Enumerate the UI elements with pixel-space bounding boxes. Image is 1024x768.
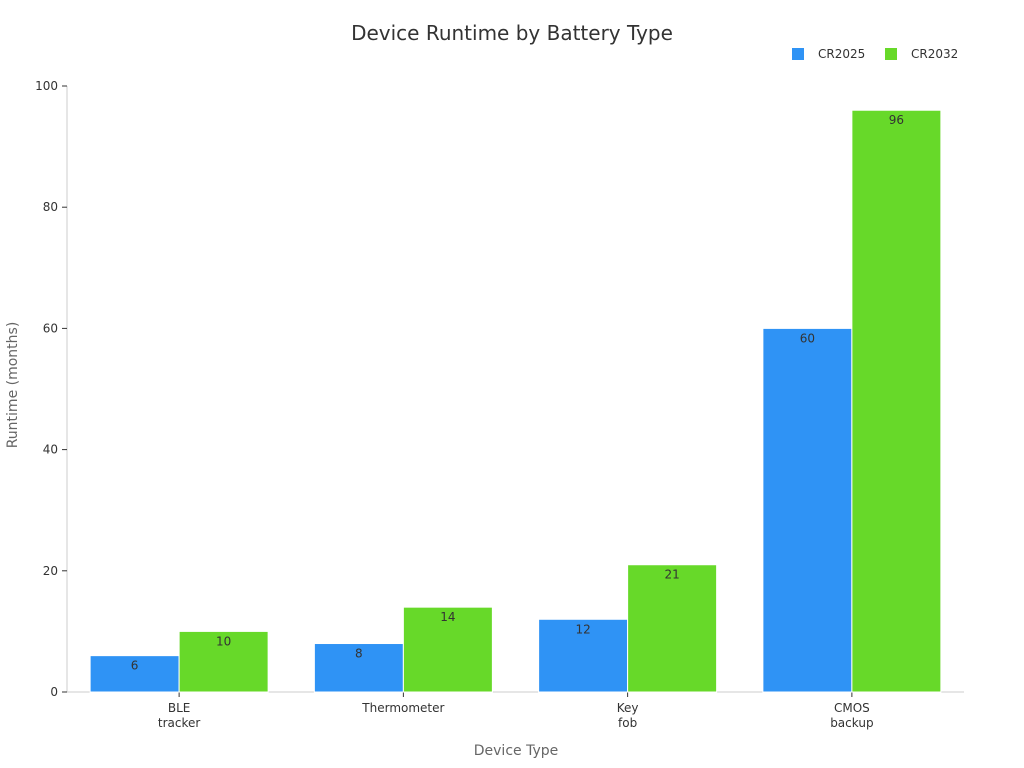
y-axis: 0 20 40 60 80 100 bbox=[35, 79, 68, 699]
data-labels: 6 8 12 60 10 14 21 96 bbox=[131, 113, 904, 672]
data-label: 21 bbox=[664, 568, 679, 582]
y-tick-label: 20 bbox=[43, 564, 58, 578]
data-label: 10 bbox=[216, 634, 231, 648]
chart-title: Device Runtime by Battery Type bbox=[351, 21, 673, 45]
bar-cr2032-3 bbox=[851, 109, 942, 693]
legend: CR2025 CR2032 bbox=[792, 47, 958, 61]
bar-cr2025-0 bbox=[89, 655, 180, 693]
y-tick-label: 40 bbox=[43, 443, 58, 457]
x-tick-label-line: BLE bbox=[168, 701, 191, 715]
data-label: 12 bbox=[575, 622, 590, 636]
y-tick-label: 60 bbox=[43, 321, 58, 335]
x-tick-label: CMOS backup bbox=[830, 701, 873, 730]
x-axis: BLE tracker Thermometer Key fob CMOS backup bbox=[67, 691, 964, 730]
data-label: 14 bbox=[440, 610, 455, 624]
x-tick-label-line: Thermometer bbox=[361, 701, 444, 715]
x-tick-label-line: fob bbox=[618, 716, 637, 730]
bar-cr2032-2 bbox=[627, 564, 718, 693]
data-label: 8 bbox=[355, 647, 363, 661]
legend-label-cr2025: CR2025 bbox=[818, 47, 865, 61]
bar-cr2032-0 bbox=[178, 630, 269, 693]
legend-label-cr2032: CR2032 bbox=[911, 47, 958, 61]
y-axis-title: Runtime (months) bbox=[5, 322, 21, 449]
x-tick-label: Thermometer bbox=[361, 701, 444, 715]
x-tick-label: Key fob bbox=[617, 701, 639, 730]
y-tick-label: 80 bbox=[43, 200, 58, 214]
bars bbox=[89, 109, 942, 693]
data-label: 96 bbox=[889, 113, 904, 127]
x-tick-label-line: backup bbox=[830, 716, 873, 730]
legend-swatch-cr2032 bbox=[885, 48, 897, 60]
data-label: 60 bbox=[800, 331, 815, 345]
y-tick-label: 0 bbox=[50, 685, 58, 699]
x-tick-label: BLE tracker bbox=[158, 701, 200, 730]
x-axis-title: Device Type bbox=[474, 743, 559, 759]
bar-cr2032-1 bbox=[402, 606, 493, 693]
x-tick-label-line: tracker bbox=[158, 716, 200, 730]
bar-cr2025-1 bbox=[313, 643, 404, 693]
bar-cr2025-2 bbox=[538, 618, 629, 693]
x-tick-label-line: CMOS bbox=[834, 701, 870, 715]
data-label: 6 bbox=[131, 659, 139, 673]
x-tick-label-line: Key bbox=[617, 701, 639, 715]
y-tick-label: 100 bbox=[35, 79, 58, 93]
legend-swatch-cr2025 bbox=[792, 48, 804, 60]
bar-cr2025-3 bbox=[762, 327, 853, 693]
